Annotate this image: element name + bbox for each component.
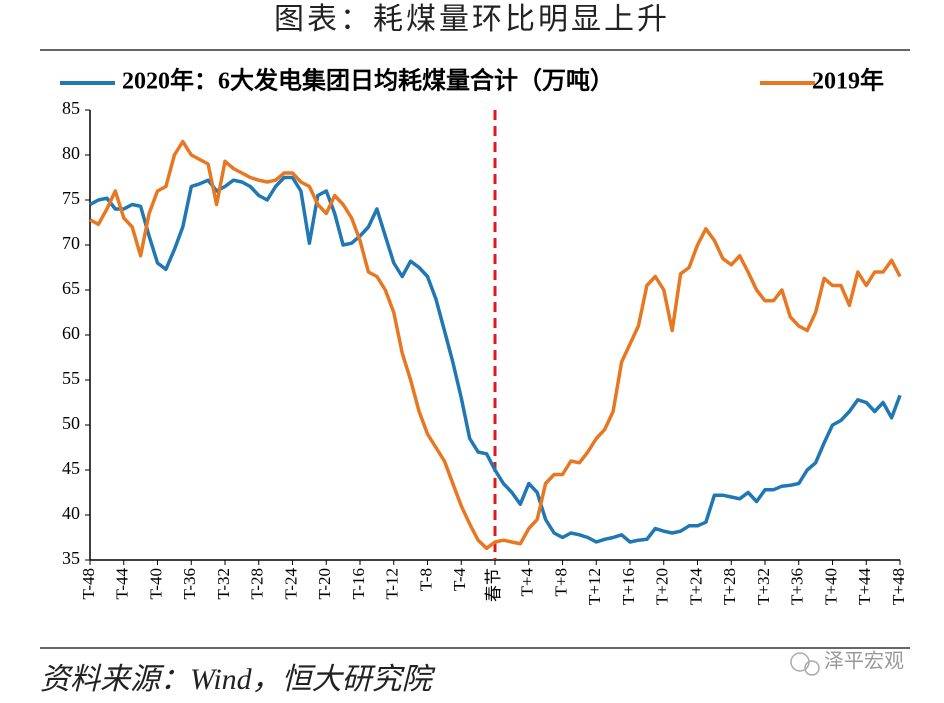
x-tick-label: T+32 xyxy=(754,568,773,605)
x-tick-label: T-4 xyxy=(450,568,469,591)
x-tick-label: T-16 xyxy=(349,568,368,600)
data-line xyxy=(89,175,902,544)
x-tick-label: T-40 xyxy=(146,568,165,600)
x-tick-label: T+44 xyxy=(855,568,874,605)
x-tick-label: T-48 xyxy=(79,568,98,600)
watermark: 泽平宏观 xyxy=(790,650,904,676)
source-note: 资料来源：Wind，恒大研究院 xyxy=(40,663,436,696)
watermark-icon xyxy=(804,660,820,676)
watermark-icon xyxy=(790,652,810,672)
x-tick-label: T+8 xyxy=(551,568,570,596)
x-tick-label: 春节 xyxy=(484,568,503,602)
x-tick-label: T+16 xyxy=(619,568,638,605)
x-tick-label: T+20 xyxy=(653,568,672,605)
x-tick-label: T+12 xyxy=(585,568,604,605)
y-tick-label: 75 xyxy=(62,188,80,208)
y-tick-label: 40 xyxy=(62,503,80,523)
y-tick-label: 80 xyxy=(62,143,80,163)
y-tick-label: 45 xyxy=(62,458,80,478)
x-tick-label: T-32 xyxy=(214,568,233,600)
data-line xyxy=(89,139,902,551)
x-tick-label: T-8 xyxy=(416,568,435,591)
y-tick-label: 60 xyxy=(62,323,80,343)
x-tick-label: T+24 xyxy=(686,568,705,605)
x-tick-label: T+36 xyxy=(788,568,807,605)
x-tick-label: T+48 xyxy=(889,568,908,605)
y-tick-label: 70 xyxy=(62,233,80,253)
chart-title: 图表：耗煤量环比明显上升 xyxy=(274,3,670,36)
x-tick-label: T-12 xyxy=(383,568,402,600)
y-tick-label: 55 xyxy=(62,368,80,388)
y-tick-label: 35 xyxy=(62,548,80,568)
x-tick-label: T+40 xyxy=(821,568,840,605)
watermark-text: 泽平宏观 xyxy=(824,650,904,673)
y-tick-label: 50 xyxy=(62,413,80,433)
y-tick-label: 65 xyxy=(62,278,80,298)
x-tick-label: T+28 xyxy=(720,568,739,605)
x-tick-label: T-20 xyxy=(315,568,334,600)
x-tick-label: T+4 xyxy=(518,568,537,597)
x-tick-label: T-28 xyxy=(248,568,267,600)
legend-label: 2019年 xyxy=(812,67,884,95)
legend-label: 2020年：6大发电集团日均耗煤量合计（万吨） xyxy=(122,67,614,95)
x-tick-label: T-36 xyxy=(180,568,199,600)
x-tick-label: T-24 xyxy=(281,568,300,600)
y-tick-label: 85 xyxy=(62,98,80,118)
x-tick-label: T-44 xyxy=(113,568,132,600)
